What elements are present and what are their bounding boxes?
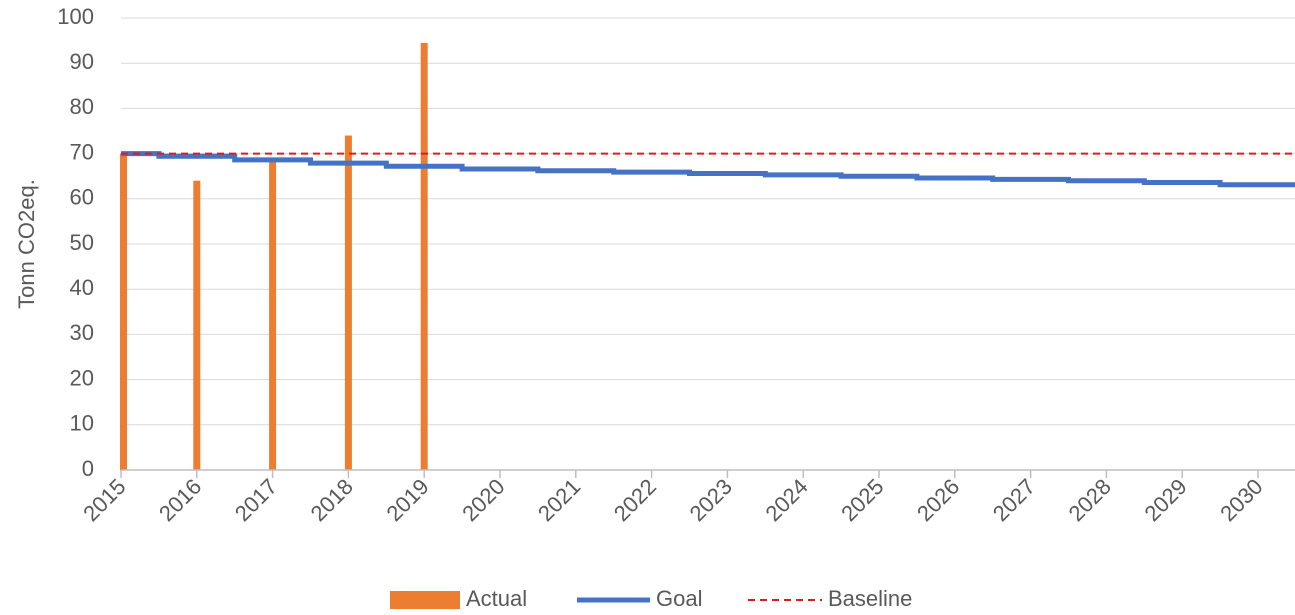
x-tick-label-2024: 2024 (760, 474, 812, 526)
x-tick-label-2018: 2018 (306, 474, 358, 526)
y-tick-label-80: 80 (70, 94, 94, 119)
x-tick-label-2021: 2021 (533, 474, 585, 526)
x-tick-label-2017: 2017 (230, 474, 282, 526)
x-tick-label-2029: 2029 (1139, 474, 1191, 526)
y-tick-label-20: 20 (70, 365, 94, 390)
grid-lines (121, 17, 1295, 426)
y-tick-label-70: 70 (70, 139, 94, 164)
bar-actual-2018 (344, 135, 352, 470)
series-lines (121, 151, 1295, 188)
bar-actual-2015 (120, 153, 127, 470)
legend-label-actual: Actual (466, 586, 527, 611)
bar-actual-2016 (193, 180, 201, 470)
y-tick-label-30: 30 (70, 320, 94, 345)
legend-swatch-actual (390, 591, 460, 609)
x-tick-label-2026: 2026 (912, 474, 964, 526)
y-tick-label-90: 90 (70, 49, 94, 74)
goal-line (121, 151, 1295, 188)
x-tick-label-2027: 2027 (988, 474, 1040, 526)
x-tick-label-2028: 2028 (1064, 474, 1116, 526)
x-tick-label-2025: 2025 (836, 474, 888, 526)
y-tick-label-100: 100 (57, 4, 94, 29)
x-tick-label-2030: 2030 (1215, 474, 1267, 526)
legend: Actual Goal Baseline (390, 586, 912, 611)
x-tick-label-2019: 2019 (381, 474, 433, 526)
actual-bars (120, 42, 428, 471)
y-tick-label-0: 0 (82, 456, 94, 481)
x-tick-label-2022: 2022 (609, 474, 661, 526)
bar-actual-2017 (269, 158, 277, 470)
x-tick-label-2023: 2023 (685, 474, 737, 526)
legend-label-goal: Goal (656, 586, 702, 611)
y-tick-label-50: 50 (70, 230, 94, 255)
y-axis-title: Tonn CO2eq. (14, 179, 39, 309)
x-tick-label-2016: 2016 (154, 474, 206, 526)
x-tick-label-2015: 2015 (78, 474, 130, 526)
y-tick-label-10: 10 (70, 411, 94, 436)
bar-actual-2019 (420, 42, 428, 471)
y-tick-label-40: 40 (70, 275, 94, 300)
x-tick-label-2020: 2020 (457, 474, 509, 526)
legend-label-baseline: Baseline (828, 586, 912, 611)
y-tick-label-60: 60 (70, 185, 94, 210)
